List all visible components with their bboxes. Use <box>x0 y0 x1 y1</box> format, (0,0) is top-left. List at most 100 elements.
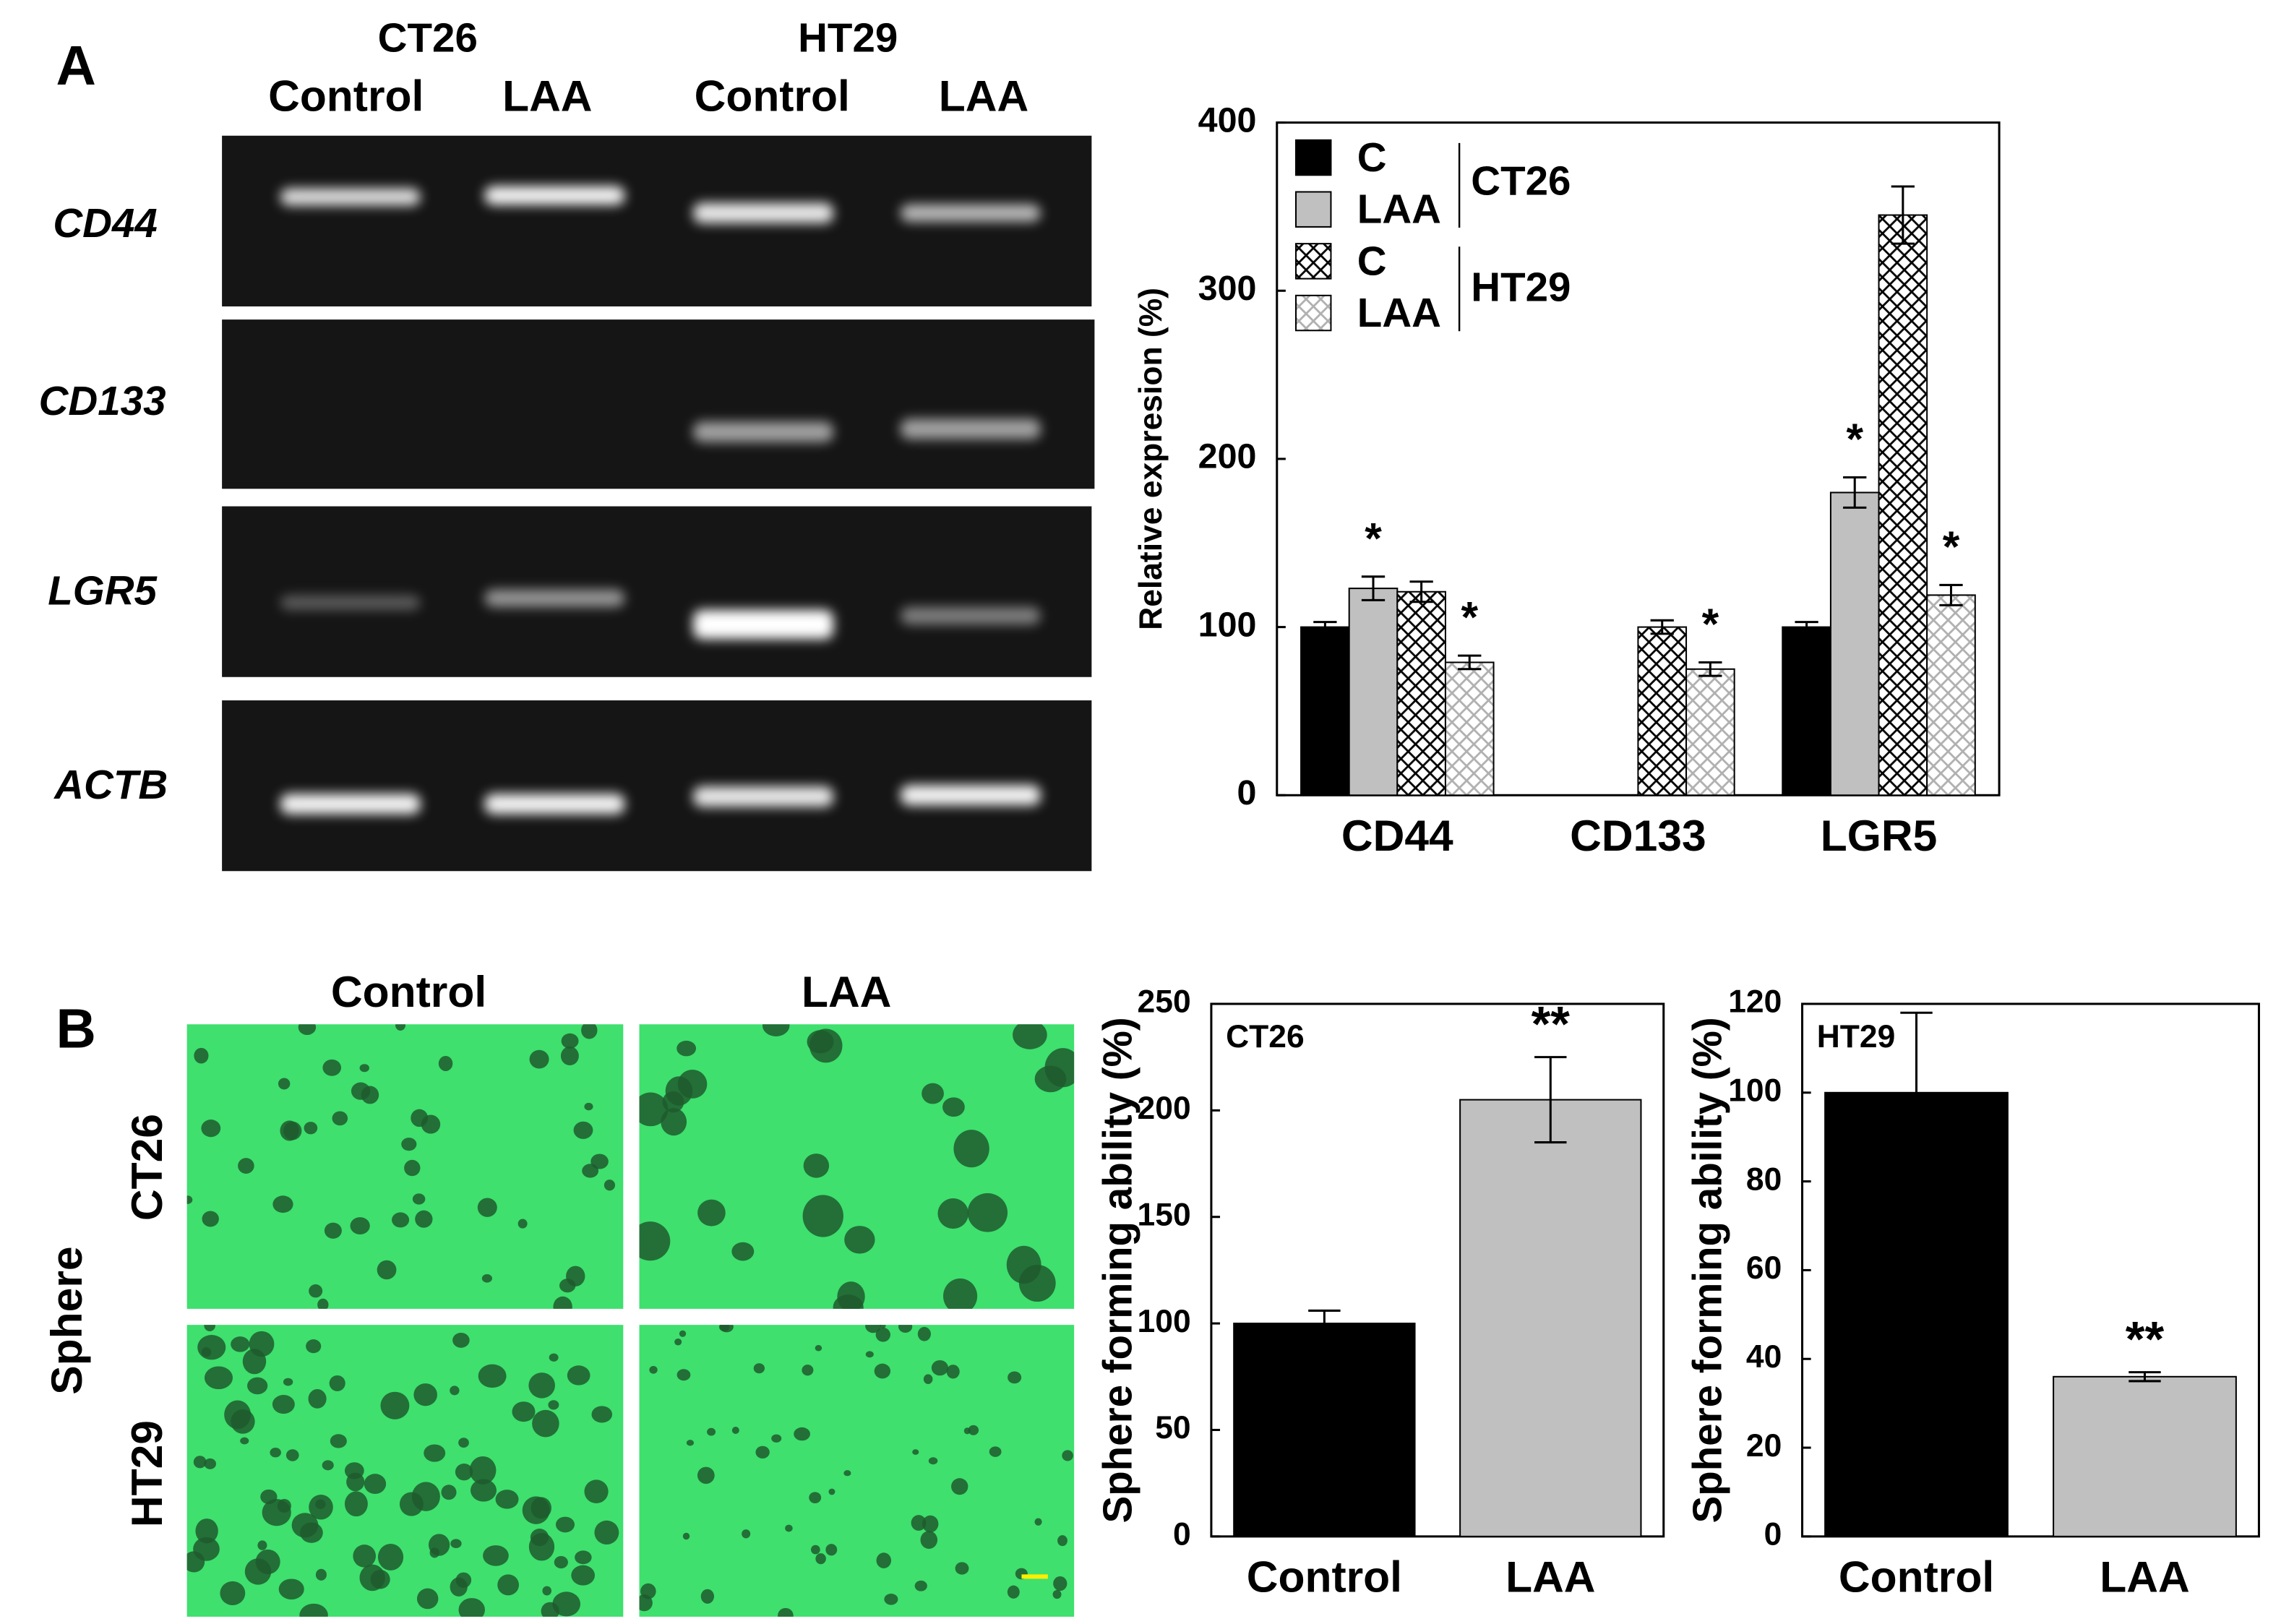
sphere-blob <box>665 1076 693 1106</box>
sphere-blob <box>809 1492 822 1503</box>
sphere-blob <box>193 1537 220 1561</box>
sphere-blob <box>912 1449 919 1455</box>
sphere-blob <box>364 1474 387 1495</box>
sphere-blob <box>731 1242 755 1261</box>
gene-label: ACTB <box>53 762 168 807</box>
sphere-blob <box>429 1547 440 1558</box>
sphere-blob <box>590 1153 609 1169</box>
sphere-blob <box>825 1544 838 1556</box>
bar <box>1444 661 1495 796</box>
sphere-blob <box>283 1378 293 1386</box>
y-tick-label: 50 <box>1155 1410 1190 1445</box>
sphere-blob <box>529 1049 549 1069</box>
sphere-blob <box>686 1440 695 1446</box>
sphere-blob <box>942 1097 965 1117</box>
y-tick-label: 300 <box>1198 269 1257 308</box>
sphere-blob <box>559 1279 576 1293</box>
sphere-blob <box>322 1059 342 1076</box>
sphere-blob <box>682 1532 690 1540</box>
sphere-blob <box>306 1339 322 1354</box>
sphere-blob <box>380 1391 410 1419</box>
scale-bar <box>1021 1574 1048 1579</box>
gel-band <box>280 794 421 815</box>
significance-mark: * <box>1846 414 1863 463</box>
sphere-blob <box>257 1540 267 1550</box>
sphere-blob <box>299 1603 328 1617</box>
sphere-blob <box>351 1082 371 1100</box>
sphere-blob <box>928 1457 938 1465</box>
sphere-blob <box>771 1434 782 1443</box>
sphere-blob <box>204 1458 216 1469</box>
sphere-blob <box>762 1024 790 1036</box>
bar <box>1685 668 1735 796</box>
gel-band <box>484 794 625 815</box>
sphere-blob <box>308 1389 327 1409</box>
sphere-blob <box>560 1046 579 1066</box>
sphere-blob <box>317 1298 329 1309</box>
sphere-blob <box>639 1221 671 1261</box>
sphere-blob <box>332 1111 348 1126</box>
y-axis-label: Relative expresion (%) <box>1133 288 1169 630</box>
sphere-blob <box>914 1580 927 1591</box>
sphere-blob <box>865 1351 874 1358</box>
bar <box>1233 1323 1416 1537</box>
sphere-blob <box>1007 1585 1020 1599</box>
sphere-blob <box>742 1529 751 1539</box>
legend-swatch <box>1295 191 1332 228</box>
sphere-blob <box>911 1515 927 1531</box>
sphere-blob <box>532 1409 559 1438</box>
sphere-blob <box>946 1365 960 1379</box>
y-tick-label: 150 <box>1138 1197 1191 1232</box>
bar <box>1829 491 1880 796</box>
gel-band <box>693 202 834 223</box>
sphere-blob <box>639 1594 653 1612</box>
sphere-blob <box>377 1260 397 1280</box>
sphere-blob <box>315 1568 327 1581</box>
y-tick-label: 20 <box>1746 1428 1782 1464</box>
sphere-blob <box>591 1406 613 1423</box>
sphere-blob <box>951 1478 968 1495</box>
bar <box>1878 214 1928 796</box>
sphere-blob <box>530 1497 551 1519</box>
sphere-blob <box>272 1195 293 1213</box>
sphere-blob <box>967 1193 1008 1232</box>
sphere-blob <box>404 1159 421 1177</box>
sphere-blob <box>452 1332 470 1348</box>
sphere-blob <box>719 1325 734 1333</box>
sphere-blob <box>359 1064 369 1073</box>
sphere-blob <box>395 1024 406 1031</box>
sphere-blob <box>553 1296 572 1309</box>
sphere-blob <box>478 1364 507 1388</box>
sphere-blob <box>554 1556 568 1569</box>
sphere-blob <box>469 1456 497 1485</box>
sphere-blob <box>1034 1518 1042 1526</box>
row-label: CT26 <box>122 1114 171 1221</box>
sphere-blob <box>231 1336 250 1352</box>
sphere-blob <box>955 1562 969 1575</box>
sphere-blob <box>528 1372 555 1399</box>
sphere-blob <box>278 1578 304 1600</box>
sphere-blob <box>1008 1371 1022 1384</box>
sphere-blob <box>280 1120 299 1141</box>
y-tick-label: 100 <box>1728 1073 1782 1109</box>
sphere-blob <box>421 1114 441 1134</box>
sphere-blob <box>477 1198 497 1217</box>
bar <box>1348 588 1399 796</box>
y-tick-label: 200 <box>1198 437 1257 476</box>
panel-label: B <box>56 999 96 1060</box>
sphere-blob <box>528 1533 555 1561</box>
sphere-blob <box>298 1024 317 1036</box>
bar <box>1459 1099 1642 1537</box>
sphere-blob <box>201 1347 212 1357</box>
sphere-blob <box>278 1078 291 1090</box>
column-label: Control <box>331 967 486 1016</box>
sphere-blob <box>392 1212 410 1228</box>
sphere-blob <box>441 1485 457 1500</box>
sphere-blob <box>679 1330 687 1337</box>
sphere-blob <box>324 1222 342 1239</box>
x-tick-label: CD133 <box>1570 811 1706 860</box>
lane-label: LAA <box>502 71 592 120</box>
sphere-blob <box>552 1591 581 1617</box>
sphere-blob <box>573 1121 593 1139</box>
sphere-blob <box>844 1226 875 1254</box>
